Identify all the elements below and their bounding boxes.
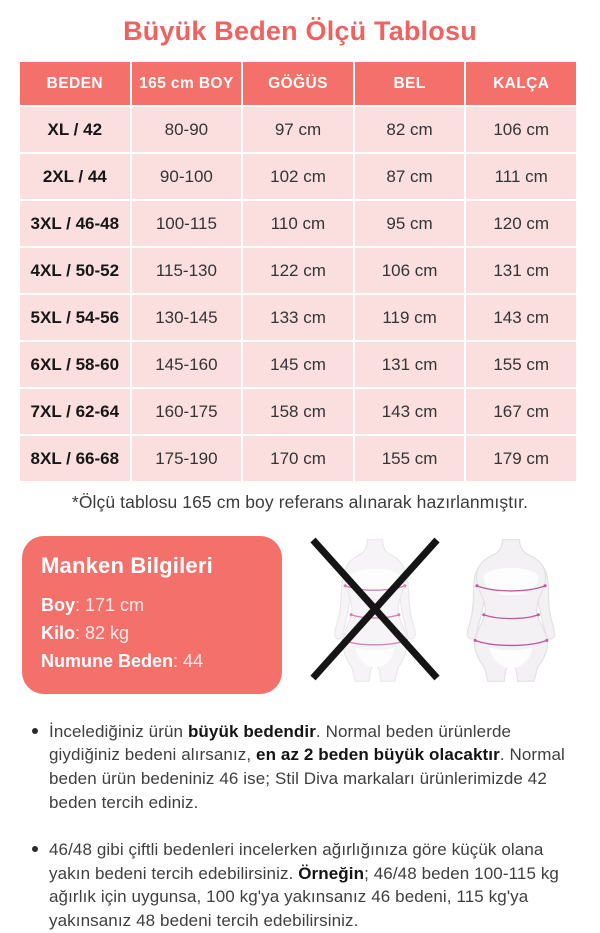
size-cell: 7XL / 62-64 — [18, 387, 132, 436]
measure-cell: 122 cm — [241, 246, 355, 295]
measure-cell: 131 cm — [464, 246, 578, 295]
measure-cell: 100-115 — [129, 199, 244, 248]
measure-cell: 97 cm — [241, 105, 355, 154]
table-row: 2XL / 44 90-100 102 cm 87 cm 111 cm — [18, 152, 578, 201]
correct-size-figure — [451, 538, 571, 683]
measure-cell: 110 cm — [241, 199, 355, 248]
measure-cell: 120 cm — [464, 199, 578, 248]
cross-x-icon — [310, 537, 440, 681]
measure-cell: 95 cm — [352, 199, 467, 248]
column-header: 165 cm BOY — [129, 60, 244, 107]
size-cell: XL / 42 — [18, 105, 132, 154]
column-header: BEDEN — [18, 60, 132, 107]
note-item: İncelediğiniz ürün büyük bedendir. Norma… — [30, 720, 574, 815]
size-chart-page: Büyük Beden Ölçü Tablosu BEDEN 165 cm BOY… — [0, 16, 600, 930]
measure-cell: 131 cm — [352, 340, 467, 389]
table-row: 5XL / 54-56 130-145 133 cm 119 cm 143 cm — [18, 293, 578, 342]
size-table-header-row: BEDEN 165 cm BOY GÖĞÜS BEL KALÇA — [18, 60, 578, 107]
measure-cell: 158 cm — [241, 387, 355, 436]
measure-cell: 80-90 — [129, 105, 244, 154]
size-cell: 5XL / 54-56 — [18, 293, 132, 342]
size-cell: 6XL / 58-60 — [18, 340, 132, 389]
measure-cell: 111 cm — [464, 152, 578, 201]
table-row: 7XL / 62-64 160-175 158 cm 143 cm 167 cm — [18, 387, 578, 436]
page-title: Büyük Beden Ölçü Tablosu — [123, 16, 477, 46]
column-header: KALÇA — [464, 60, 578, 107]
measure-cell: 82 cm — [352, 105, 467, 154]
table-row: 8XL / 66-68 175-190 170 cm 155 cm 179 cm — [18, 434, 578, 483]
column-header: GÖĞÜS — [241, 60, 355, 107]
notes-list: İncelediğiniz ürün büyük bedendir. Norma… — [0, 720, 600, 933]
model-info-line: Numune Beden: 44 — [41, 650, 204, 671]
model-info-line: Kilo: 82 kg — [41, 622, 130, 643]
measure-cell: 155 cm — [464, 340, 578, 389]
measure-cell: 130-145 — [129, 293, 244, 342]
measure-cell: 167 cm — [464, 387, 578, 436]
wrong-size-figure — [310, 537, 440, 683]
size-cell: 8XL / 66-68 — [18, 434, 132, 483]
measure-cell: 170 cm — [241, 434, 355, 483]
column-header: BEL — [352, 60, 467, 107]
size-cell: 3XL / 46-48 — [18, 199, 132, 248]
measure-cell: 90-100 — [129, 152, 244, 201]
measure-cell: 143 cm — [464, 293, 578, 342]
measure-cell: 106 cm — [464, 105, 578, 154]
measure-cell: 175-190 — [129, 434, 244, 483]
table-row: XL / 42 80-90 97 cm 82 cm 106 cm — [18, 105, 578, 154]
measure-cell: 102 cm — [241, 152, 355, 201]
body-measurement-figure-icon — [466, 539, 556, 682]
measure-cell: 87 cm — [352, 152, 467, 201]
body-figures — [310, 537, 571, 683]
measure-cell: 160-175 — [129, 387, 244, 436]
model-info-title: Manken Bilgileri — [41, 553, 213, 578]
measure-cell: 155 cm — [352, 434, 467, 483]
measure-cell: 106 cm — [352, 246, 467, 295]
measure-cell: 119 cm — [352, 293, 467, 342]
table-footnote: *Ölçü tablosu 165 cm boy referans alınar… — [71, 492, 529, 512]
model-info-card: Manken Bilgileri Boy: 171 cm Kilo: 82 kg N… — [22, 536, 282, 694]
model-info-section: Manken Bilgileri Boy: 171 cm Kilo: 82 kg N… — [22, 536, 578, 694]
measure-cell: 145-160 — [129, 340, 244, 389]
size-table: BEDEN 165 cm BOY GÖĞÜS BEL KALÇA XL / 42 80-9… — [18, 60, 578, 483]
table-row: 4XL / 50-52 115-130 122 cm 106 cm 131 cm — [18, 246, 578, 295]
table-row: 6XL / 58-60 145-160 145 cm 131 cm 155 cm — [18, 340, 578, 389]
model-info-line: Boy: 171 cm — [41, 595, 145, 615]
table-row: 3XL / 46-48 100-115 110 cm 95 cm 120 cm — [18, 199, 578, 248]
measure-cell: 133 cm — [241, 293, 355, 342]
measure-cell: 143 cm — [352, 387, 467, 436]
size-cell: 2XL / 44 — [18, 152, 132, 201]
measure-cell: 179 cm — [464, 434, 578, 483]
measure-cell: 145 cm — [241, 340, 355, 389]
measure-cell: 115-130 — [129, 246, 244, 295]
size-table-body: XL / 42 80-90 97 cm 82 cm 106 cm 2XL / 44 90-1… — [18, 105, 578, 483]
model-info-fields: Boy: 171 cm Kilo: 82 kg Numune Beden: 44 — [41, 592, 263, 676]
size-cell: 4XL / 50-52 — [18, 246, 132, 295]
note-item: 46/48 gibi çiftli bedenleri incelerken a… — [30, 838, 574, 933]
